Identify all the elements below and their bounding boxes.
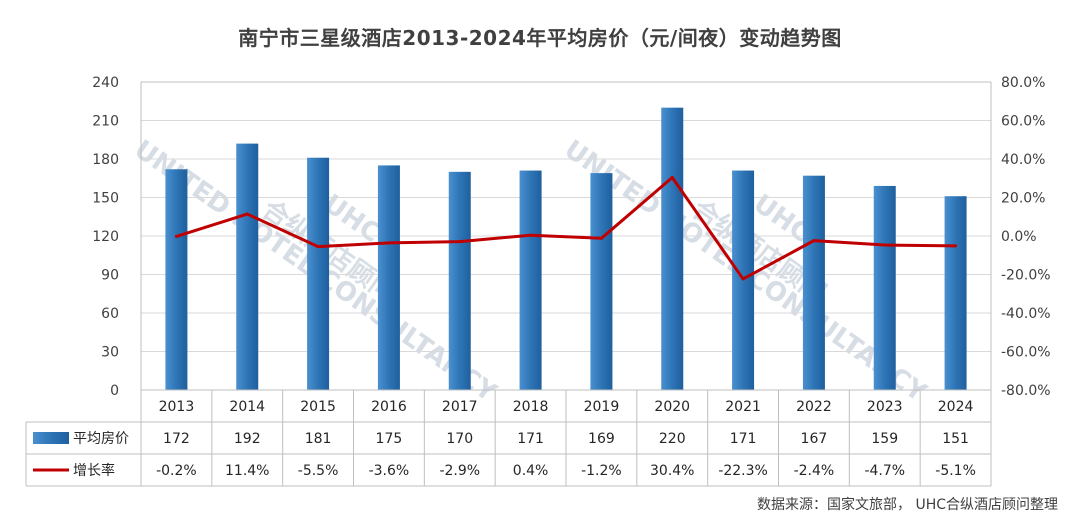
line-value-cell: -4.7% (864, 463, 905, 479)
line-value-cell: -1.2% (581, 463, 622, 479)
category-label: 2013 (159, 399, 195, 415)
left-axis-ticks: 0 30 60 90 120 150 180 210 240 (92, 75, 119, 399)
line-point (174, 234, 178, 238)
line-value-cell: -22.3% (718, 463, 768, 479)
y-left-tick-label: 120 (92, 229, 119, 245)
y-left-tick-label: 0 (110, 383, 119, 399)
bar-value-cell: 151 (942, 431, 969, 447)
line-value-cell: -0.2% (156, 463, 197, 479)
bar-value-cell: 171 (730, 431, 757, 447)
bar-value-cell: 220 (659, 431, 686, 447)
line-point (458, 240, 462, 244)
line-value-cell: 30.4% (650, 463, 694, 479)
bar (236, 143, 259, 390)
line-point (245, 212, 249, 216)
y-right-tick-label: -40.0% (1001, 306, 1051, 322)
legend-bar-swatch (33, 432, 69, 444)
bar (519, 170, 542, 390)
y-right-tick-label: 80.0% (1001, 75, 1045, 91)
bar-value-cell: 181 (305, 431, 332, 447)
bar (377, 165, 400, 390)
growth-line (175, 175, 956, 281)
category-label: 2021 (725, 399, 761, 415)
line-point (599, 236, 603, 240)
y-right-tick-label: 0.0% (1001, 229, 1037, 245)
y-right-tick-label: 40.0% (1001, 152, 1045, 168)
legend-bar-label: 平均房价 (73, 431, 129, 447)
line-value-cell: 0.4% (513, 463, 549, 479)
line-point (670, 175, 674, 179)
bar-value-cell: 169 (588, 431, 615, 447)
category-label: 2014 (229, 399, 265, 415)
line-point (883, 243, 887, 247)
data-table: 2013 2014 2015 2016 2017 2018 2019 2020 2021 2022… (25, 389, 992, 487)
line-value-cell: -3.6% (369, 463, 410, 479)
bar-value-cell: 172 (163, 431, 190, 447)
y-right-tick-label: 60.0% (1001, 114, 1045, 130)
bar (448, 171, 471, 390)
y-left-tick-label: 180 (92, 152, 119, 168)
bar (661, 107, 684, 391)
line-point (812, 239, 816, 243)
line-value-cell: -2.4% (794, 463, 835, 479)
category-label: 2016 (371, 399, 407, 415)
line-point (529, 233, 533, 237)
line-point (387, 241, 391, 245)
y-right-tick-label: -20.0% (1001, 268, 1051, 284)
category-label: 2023 (867, 399, 903, 415)
line-point (741, 277, 745, 281)
y-right-tick-label: -80.0% (1001, 383, 1051, 399)
y-right-tick-label: -60.0% (1001, 345, 1051, 361)
bar-value-cell: 171 (517, 431, 544, 447)
line-value-cell: -2.9% (439, 463, 480, 479)
bar-value-cell: 159 (871, 431, 898, 447)
line-value-cell: 11.4% (225, 463, 269, 479)
right-axis-ticks: -80.0% -60.0% -40.0% -20.0% 0.0% 20.0% 40.0% 60… (1001, 75, 1051, 399)
category-label: 2019 (584, 399, 620, 415)
bar (802, 175, 825, 390)
line-value-cell: -5.1% (935, 463, 976, 479)
line-point (954, 244, 958, 248)
bar (307, 157, 330, 390)
y-left-tick-label: 90 (101, 268, 119, 284)
category-label: 2018 (513, 399, 549, 415)
legend-line-label: 增长率 (73, 462, 115, 479)
category-label: 2024 (938, 399, 974, 415)
line-point (316, 245, 320, 249)
category-label: 2015 (300, 399, 336, 415)
y-right-tick-label: 20.0% (1001, 191, 1045, 207)
bar (873, 185, 896, 390)
bar-value-cell: 192 (234, 431, 261, 447)
y-left-tick-label: 240 (92, 75, 119, 91)
bar-series (165, 107, 967, 391)
category-label: 2017 (442, 399, 478, 415)
category-label: 2022 (796, 399, 832, 415)
bar-value-cell: 175 (376, 431, 403, 447)
category-label: 2020 (654, 399, 690, 415)
y-left-tick-label: 30 (101, 345, 119, 361)
bar (590, 173, 613, 390)
bar (165, 169, 188, 390)
source-note: 数据来源：国家文旅部， UHC合纵酒店顾问整理 (757, 497, 1058, 513)
y-left-tick-label: 60 (101, 306, 119, 322)
bar-value-cell: 170 (446, 431, 473, 447)
line-series (174, 175, 958, 281)
bar-value-cell: 167 (801, 431, 828, 447)
line-value-cell: -5.5% (298, 463, 339, 479)
y-left-tick-label: 210 (92, 114, 119, 130)
y-left-tick-label: 150 (92, 191, 119, 207)
chart-title: 南宁市三星级酒店2013-2024年平均房价（元/间夜）变动趋势图 (238, 26, 842, 50)
bar (944, 196, 967, 390)
